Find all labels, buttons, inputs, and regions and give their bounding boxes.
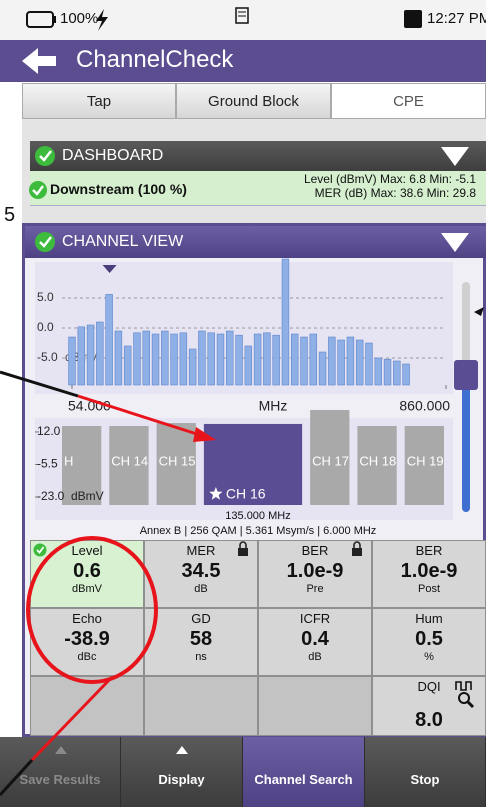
cell-unit: dB [308,651,322,663]
channel-view-title: CHANNEL VIEW [62,233,184,250]
dashboard-title: DASHBOARD [62,147,164,164]
mer-summary: MER (dB) Max: 38.6 Min: 29.8 [314,186,476,200]
cell-value: 34.5 [181,560,221,582]
tab[interactable]: CPE [331,83,486,119]
cell-value: 0.4 [301,628,329,650]
cell-value: 1.0e-9 [286,560,344,582]
side-text: 5 [4,204,16,226]
button: Save Results [0,737,121,807]
measurement-cell [144,676,258,736]
channel-view-header [25,226,486,258]
cell-value: 8.0 [415,709,443,731]
cell-label: BER [415,543,443,558]
cell-unit: dB [194,583,208,595]
cell-value: 58 [189,628,213,650]
cell-label: MER [186,543,216,558]
measurement-cell [30,676,144,736]
measurement-cell [258,608,372,676]
measurement-cell [144,608,258,676]
cell-unit: % [424,651,434,663]
button[interactable]: Display [121,737,243,807]
dashboard-header [30,141,486,171]
clock: 12:27 PM [427,10,486,27]
battery-level: 100% [60,10,99,27]
measurement-cell [258,676,372,736]
cell-unit: Pre [306,583,324,595]
cell-label: Level [71,543,103,558]
cell-unit: dBc [77,651,97,663]
title-bar [0,40,486,82]
button[interactable]: Channel Search [243,737,365,807]
cell-label: DQI [417,679,441,694]
cell-unit: Post [417,583,440,595]
cell-label: BER [301,543,329,558]
measurement-cell [372,608,486,676]
cell-value: 0.5 [415,628,443,650]
level-summary: Level (dBmV) Max: 6.8 Min: -5.1 [303,172,476,186]
cell-unit: dBmV [72,583,102,595]
cell-value: -38.9 [64,628,110,650]
measurement-cell [372,540,486,608]
downstream-status: Downstream (100 %) [50,181,187,197]
app-title: ChannelCheck [76,46,234,73]
button[interactable]: Stop [365,737,486,807]
dashboard-row [30,171,486,206]
tab[interactable]: Ground Block [176,83,331,119]
cell-label: ICFR [299,611,331,626]
cell-value: 0.6 [73,560,101,582]
cell-unit: ns [195,651,207,663]
tab[interactable]: Tap [22,83,176,119]
cell-label: Hum [415,611,443,626]
cell-label: Echo [72,611,102,626]
cell-value: 1.0e-9 [400,560,458,582]
cell-label: GD [191,611,211,626]
